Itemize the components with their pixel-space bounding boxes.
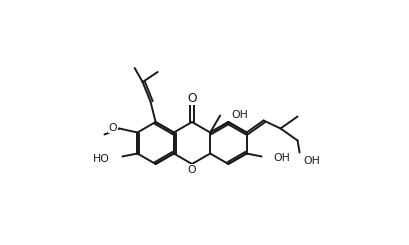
Text: OH: OH — [231, 110, 247, 120]
Text: O: O — [108, 122, 117, 133]
Text: O: O — [187, 91, 196, 105]
Text: OH: OH — [273, 152, 290, 162]
Text: OH: OH — [303, 156, 320, 166]
Text: HO: HO — [92, 154, 109, 163]
Text: O: O — [187, 165, 196, 175]
